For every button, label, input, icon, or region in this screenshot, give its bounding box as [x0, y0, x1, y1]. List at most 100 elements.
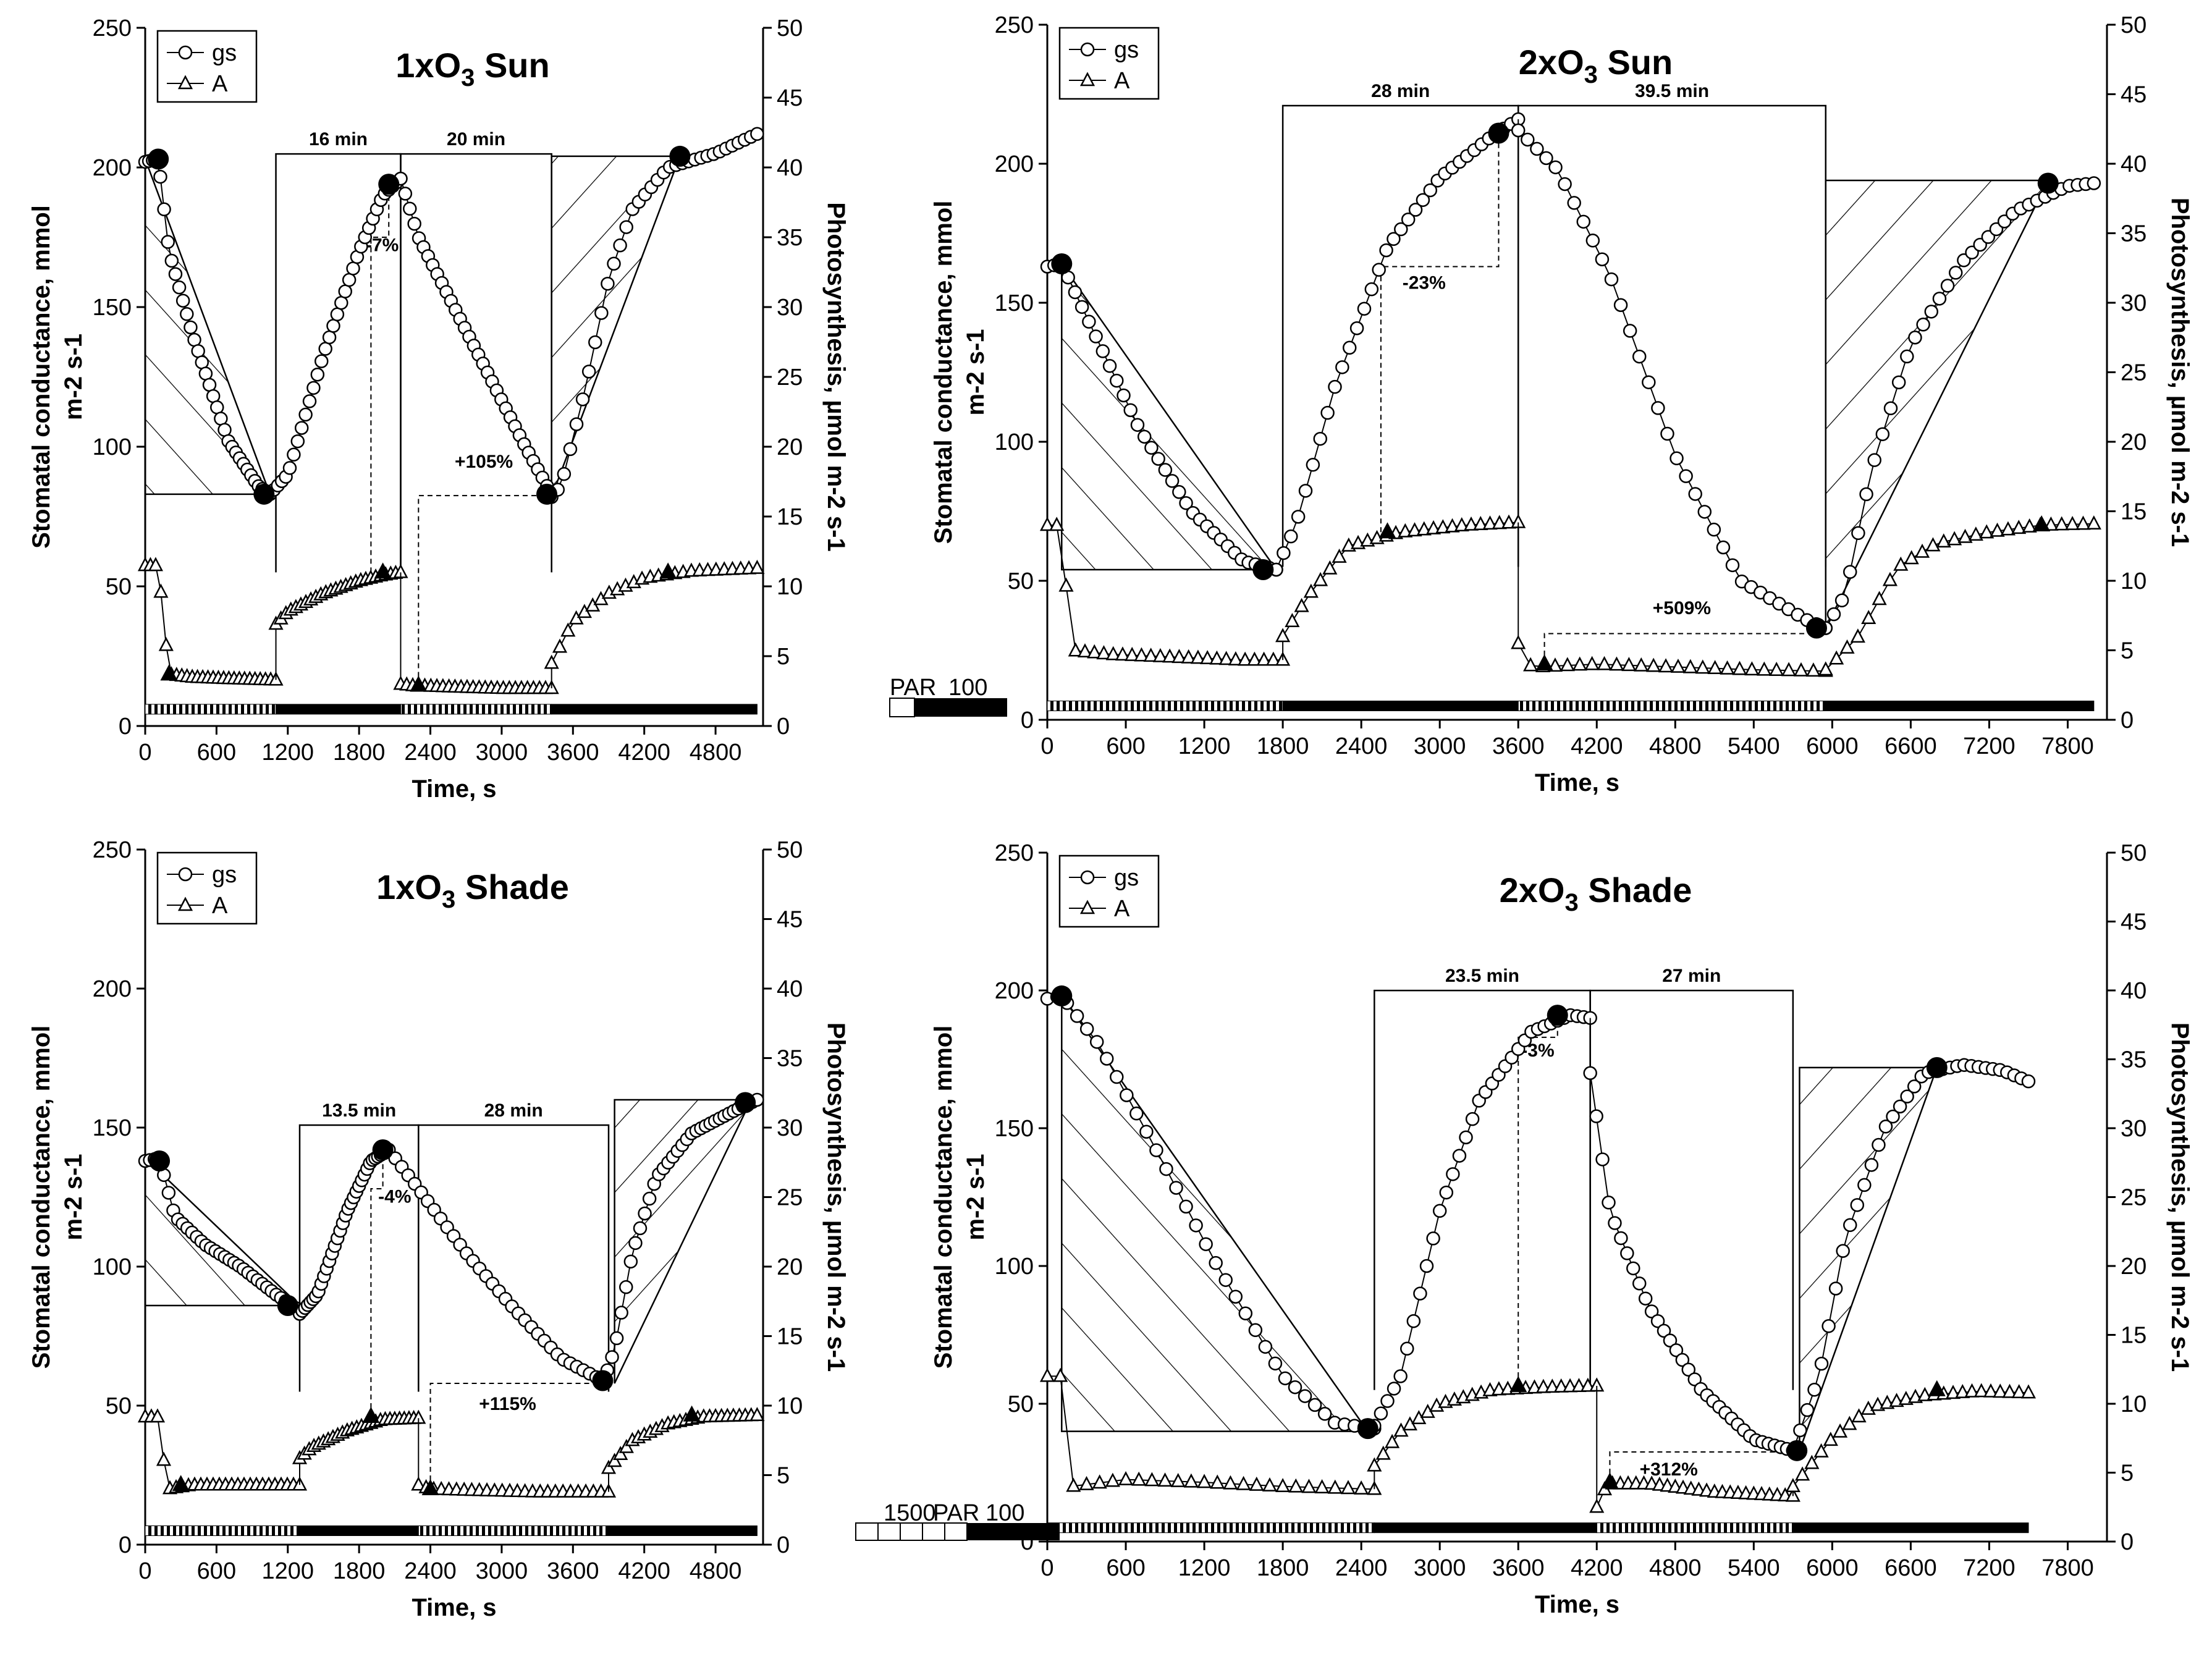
x-tick-label: 4800: [1649, 733, 1702, 759]
light-bar-low: [1792, 1522, 2029, 1534]
gs-point: [1123, 403, 1138, 418]
duration-label: 28 min: [1371, 81, 1430, 101]
gs-point: [1070, 1009, 1084, 1023]
hatched-area: [1799, 1066, 1938, 1451]
A-point: [544, 654, 559, 669]
A-point: [1964, 1383, 1980, 1398]
A-point: [2065, 515, 2080, 530]
gs-point: [1608, 1216, 1622, 1230]
light-bar-high: [418, 1525, 609, 1536]
A-point: [1473, 516, 1488, 530]
x-tick-label: 0: [138, 740, 151, 766]
gs-point: [1277, 546, 1291, 560]
x-tick-label: 2400: [1335, 1555, 1388, 1581]
light-bar-low: [276, 704, 401, 715]
y-left-tick-label: 250: [93, 837, 132, 863]
x-tick-label: 1200: [1178, 1555, 1231, 1581]
title-main: 2xO: [1519, 43, 1584, 82]
hatched-area: [1061, 993, 1370, 1432]
A-filled-marker: [683, 1405, 701, 1422]
x-tick-label: 1200: [261, 1558, 314, 1584]
gs-point: [1423, 183, 1438, 198]
A-point: [618, 1438, 634, 1453]
gs-point: [1401, 213, 1416, 227]
y-left-label-line2: m-2 s-1: [962, 1154, 989, 1240]
y-right-tick-label: 15: [777, 504, 803, 530]
legend-A-label: A: [212, 893, 228, 919]
gs-point: [1900, 1089, 1914, 1103]
gs-point: [1793, 1423, 1807, 1438]
y-left-label-line1: Stomatal conductance, mmol: [930, 201, 957, 544]
A-series-line: [145, 1416, 300, 1490]
gs-filled-marker: [2037, 172, 2059, 194]
A-point: [2022, 518, 2037, 533]
gs-point: [1836, 1244, 1850, 1258]
legend-box: [1058, 27, 1160, 100]
pct-change-line: [1609, 1451, 1797, 1483]
gs-point: [1089, 329, 1103, 344]
y-left-tick-label: 250: [93, 15, 132, 41]
pct-change-line: [1543, 633, 1817, 664]
gs-point: [322, 330, 337, 345]
x-tick-label: 3600: [1492, 1555, 1545, 1581]
A-point: [148, 557, 163, 572]
gs-point: [1439, 1185, 1454, 1200]
A-point: [552, 638, 568, 653]
A-point: [1553, 1378, 1569, 1393]
x-tick-label: 3000: [476, 1558, 528, 1584]
y-right-tick-label: 40: [777, 155, 803, 181]
pct-change-line: [1518, 1018, 1558, 1386]
gs-point: [1258, 1340, 1273, 1354]
y-right-tick-label: 10: [777, 1393, 803, 1419]
gs-point: [1379, 243, 1393, 258]
A-point: [1313, 572, 1328, 586]
A-point: [1115, 646, 1131, 661]
gs-point: [217, 423, 232, 437]
title-main: 2xO: [1500, 871, 1565, 909]
A-point: [1851, 1408, 1867, 1423]
A-point: [1327, 1479, 1343, 1494]
chart-panel-3: 0 50 100 150 200 250 0 5 10 15 20 25 30 35 40 45 50 0 600 1…: [28, 837, 850, 1621]
A-point: [1294, 597, 1309, 612]
gs-point: [195, 355, 209, 369]
gs-point: [575, 392, 590, 407]
y-left-tick-label: 50: [106, 574, 132, 600]
A-point: [2011, 520, 2027, 534]
gs-point: [314, 354, 329, 368]
y-axis-left-label: Stomatal conductance, mmol m-2 s-1: [930, 1026, 989, 1369]
y-right-tick-label: 30: [2121, 290, 2147, 316]
A-point: [1049, 517, 1065, 531]
gs-point: [1843, 565, 1857, 579]
A-point: [1385, 1433, 1400, 1448]
A-point: [1445, 518, 1460, 533]
gs-point: [1891, 375, 1906, 390]
legend-A-marker: [177, 75, 193, 90]
A-point: [1839, 639, 1855, 654]
A-point: [1823, 1432, 1838, 1446]
x-tick-label: 600: [1106, 733, 1145, 759]
A-point: [1454, 517, 1469, 531]
A-filled-marker: [659, 562, 677, 579]
A-point: [2011, 1384, 2027, 1399]
A-filled-marker: [172, 1475, 190, 1492]
x-tick-label: 6600: [1885, 733, 1937, 759]
gs-point: [1074, 300, 1089, 314]
gs-point: [1082, 314, 1096, 329]
gs-point: [1406, 1314, 1421, 1328]
A-filled-marker: [160, 664, 178, 681]
A-point: [1805, 662, 1821, 677]
duration-label: 28 min: [484, 1100, 543, 1121]
y-right-tick-label: 0: [777, 1532, 790, 1558]
x-tick-label: 1800: [333, 740, 386, 766]
title-rest: Shade: [1579, 871, 1692, 909]
duration-label: 27 min: [1662, 966, 1721, 986]
A-point: [1197, 1474, 1212, 1488]
x-tick-label: 3000: [1414, 1555, 1466, 1581]
y-right-tick-label: 20: [777, 434, 803, 460]
gs-point: [1539, 151, 1553, 166]
gs-point: [1916, 318, 1930, 332]
A-point: [1861, 610, 1876, 624]
gs-point: [1149, 1143, 1163, 1157]
x-axis-label: Time, s: [412, 775, 496, 803]
